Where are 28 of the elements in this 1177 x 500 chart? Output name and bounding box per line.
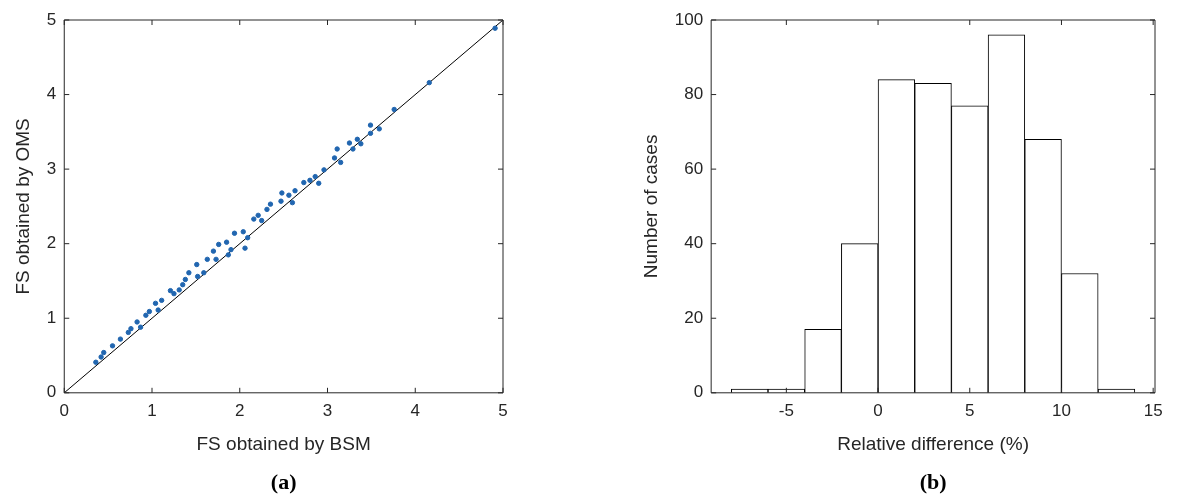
y-tick-label: 40 — [684, 233, 704, 253]
y-tick-label: 3 — [46, 158, 57, 178]
y-tick-label: 5 — [46, 9, 57, 29]
y-tick-label: 100 — [674, 9, 704, 29]
x-tick-label: 10 — [1052, 400, 1071, 420]
x-tick-label: 15 — [1143, 400, 1163, 420]
text: (b) — [919, 468, 947, 494]
y-tick-label: 1 — [46, 307, 57, 327]
y-tick-label: 2 — [46, 233, 57, 253]
x-tick-label: 3 — [322, 400, 333, 420]
x-tick-label: 2 — [235, 400, 245, 420]
y-tick-label: 20 — [684, 307, 704, 327]
y-axis-title: FS obtained by OMS — [11, 118, 33, 295]
y-tick-label: 0 — [46, 382, 57, 402]
x-tick-label: 1 — [147, 400, 157, 420]
x-axis-title: Relative difference (%) — [837, 432, 1030, 454]
x-tick-label: -5 — [778, 400, 794, 420]
text: (a) — [270, 468, 297, 494]
x-tick-label: 4 — [410, 400, 420, 420]
x-tick-label: 5 — [498, 400, 508, 420]
y-tick-label: 60 — [684, 158, 704, 178]
x-tick-label: 5 — [965, 400, 975, 420]
y-tick-label: 4 — [46, 84, 57, 104]
y-axis-title: Number of cases — [639, 134, 661, 279]
x-axis-title: FS obtained by BSM — [196, 432, 371, 454]
y-tick-label: 80 — [684, 84, 704, 104]
y-tick-label: 0 — [693, 382, 704, 402]
x-tick-label: 0 — [873, 400, 883, 420]
